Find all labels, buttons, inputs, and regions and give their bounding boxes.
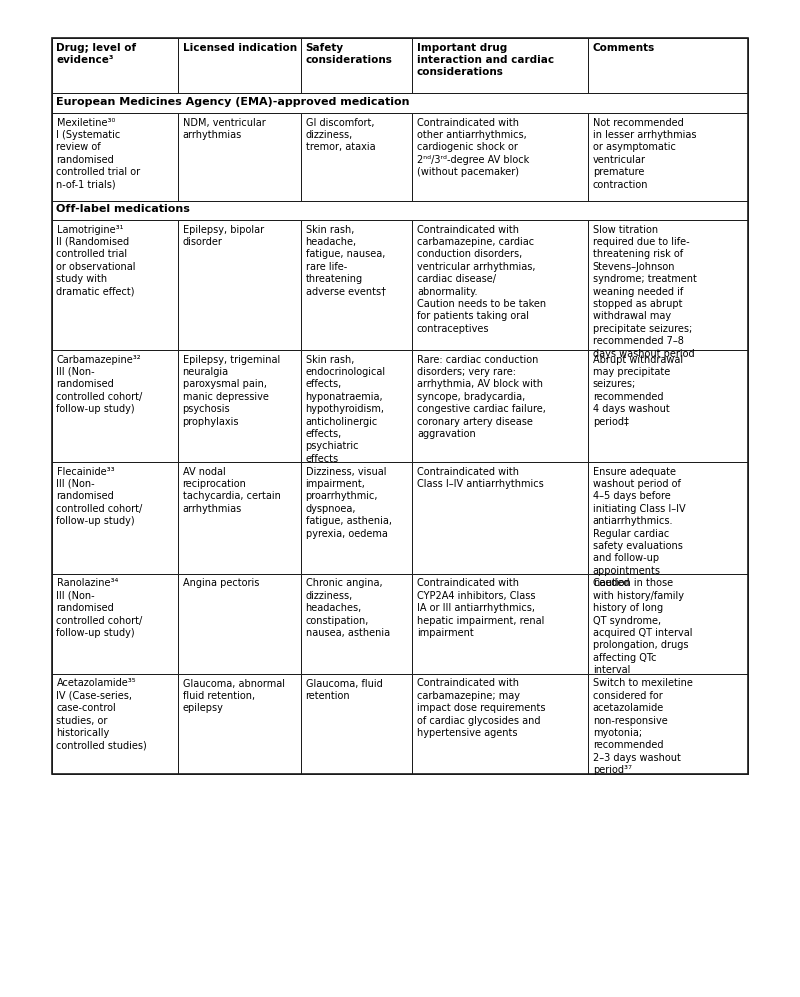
Text: Acetazolamide³⁵
IV (Case-series,
case-control
studies, or
historically
controlle: Acetazolamide³⁵ IV (Case-series, case-co… [57, 679, 147, 751]
Text: European Medicines Agency (EMA)-approved medication: European Medicines Agency (EMA)-approved… [57, 97, 410, 107]
Text: Chronic angina,
dizziness,
headaches,
constipation,
nausea, asthenia: Chronic angina, dizziness, headaches, co… [306, 578, 390, 638]
Text: Switch to mexiletine
considered for
acetazolamide
non-responsive
myotonia;
recom: Switch to mexiletine considered for acet… [593, 679, 693, 776]
Text: GI discomfort,
dizziness,
tremor, ataxia: GI discomfort, dizziness, tremor, ataxia [306, 118, 375, 153]
Bar [588, 674, 748, 774]
Bar [52, 674, 178, 774]
Bar [52, 38, 178, 93]
Text: Contraindicated with
Class I–IV antiarrhythmics: Contraindicated with Class I–IV antiarrh… [417, 467, 544, 489]
Bar [52, 38, 748, 774]
Bar [413, 220, 588, 350]
Bar [588, 38, 748, 93]
Bar [301, 38, 413, 93]
Text: AV nodal
reciprocation
tachycardia, certain
arrhythmias: AV nodal reciprocation tachycardia, cert… [182, 467, 280, 513]
Text: Not recommended
in lesser arrhythmias
or asymptomatic
ventricular
premature
cont: Not recommended in lesser arrhythmias or… [593, 118, 696, 189]
Bar [588, 113, 748, 201]
Text: Off-label medications: Off-label medications [57, 204, 190, 214]
Bar [413, 462, 588, 574]
Bar [178, 220, 301, 350]
Text: Ensure adequate
washout period of
4–5 days before
initiating Class I–IV
antiarrh: Ensure adequate washout period of 4–5 da… [593, 467, 686, 588]
Text: Epilepsy, trigeminal
neuralgia
paroxysmal pain,
manic depressive
psychosis
proph: Epilepsy, trigeminal neuralgia paroxysma… [182, 355, 280, 427]
Bar [413, 574, 588, 674]
Text: Skin rash,
headache,
fatigue, nausea,
rare life-
threatening
adverse events†: Skin rash, headache, fatigue, nausea, ra… [306, 224, 386, 296]
Text: Contraindicated with
CYP2A4 inhibitors, Class
IA or III antiarrhythmics,
hepatic: Contraindicated with CYP2A4 inhibitors, … [417, 578, 544, 638]
Bar [52, 220, 178, 350]
Text: Slow titration
required due to life-
threatening risk of
Stevens–Johnson
syndrom: Slow titration required due to life- thr… [593, 224, 697, 359]
Text: Drug; level of
evidence³: Drug; level of evidence³ [57, 43, 137, 65]
Bar [52, 574, 178, 674]
Bar [588, 220, 748, 350]
Text: NDM, ventricular
arrhythmias: NDM, ventricular arrhythmias [182, 118, 266, 140]
Bar [301, 674, 413, 774]
Text: Flecainide³³
III (Non-
randomised
controlled cohort/
follow-up study): Flecainide³³ III (Non- randomised contro… [57, 467, 142, 526]
Bar [178, 574, 301, 674]
Text: Glaucoma, fluid
retention: Glaucoma, fluid retention [306, 679, 382, 701]
Text: Ranolazine³⁴
III (Non-
randomised
controlled cohort/
follow-up study): Ranolazine³⁴ III (Non- randomised contro… [57, 578, 142, 638]
Text: Contraindicated with
other antiarrhythmics,
cardiogenic shock or
2ⁿᵈ/3ʳᵈ-degree : Contraindicated with other antiarrhythmi… [417, 118, 530, 177]
Bar [178, 350, 301, 462]
Bar [588, 350, 748, 462]
Bar [178, 113, 301, 201]
Text: Rare: cardiac conduction
disorders; very rare:
arrhythmia, AV block with
syncope: Rare: cardiac conduction disorders; very… [417, 355, 546, 439]
Text: Lamotrigine³¹
II (Randomised
controlled trial
or observational
study with
dramat: Lamotrigine³¹ II (Randomised controlled … [57, 224, 136, 296]
Text: Abrupt withdrawal
may precipitate
seizures;
recommended
4 days washout
period‡: Abrupt withdrawal may precipitate seizur… [593, 355, 683, 427]
Bar [413, 38, 588, 93]
Bar [588, 462, 748, 574]
Text: Skin rash,
endocrinological
effects,
hyponatraemia,
hypothyroidism,
anticholiner: Skin rash, endocrinological effects, hyp… [306, 355, 386, 464]
Bar [413, 350, 588, 462]
Text: Licensed indication: Licensed indication [182, 43, 297, 53]
Bar [52, 93, 748, 113]
Text: Contraindicated with
carbamazepine, cardiac
conduction disorders,
ventricular ar: Contraindicated with carbamazepine, card… [417, 224, 546, 334]
Bar [301, 462, 413, 574]
Bar [301, 350, 413, 462]
Bar [178, 38, 301, 93]
Bar [301, 113, 413, 201]
Text: Caution in those
with history/family
history of long
QT syndrome,
acquired QT in: Caution in those with history/family his… [593, 578, 692, 675]
Text: Epilepsy, bipolar
disorder: Epilepsy, bipolar disorder [182, 224, 264, 247]
Bar [301, 220, 413, 350]
Bar [52, 113, 178, 201]
Text: Dizziness, visual
impairment,
proarrhythmic,
dyspnoea,
fatigue, asthenia,
pyrexi: Dizziness, visual impairment, proarrhyth… [306, 467, 391, 538]
Text: Contraindicated with
carbamazepine; may
impact dose requirements
of cardiac glyc: Contraindicated with carbamazepine; may … [417, 679, 546, 738]
Text: Important drug
interaction and cardiac
considerations: Important drug interaction and cardiac c… [417, 43, 554, 78]
Text: Carbamazepine³²
III (Non-
randomised
controlled cohort/
follow-up study): Carbamazepine³² III (Non- randomised con… [57, 355, 142, 414]
Bar [301, 574, 413, 674]
Bar [588, 574, 748, 674]
Bar [52, 350, 178, 462]
Bar [52, 462, 178, 574]
Text: Safety
considerations: Safety considerations [306, 43, 393, 65]
Text: Glaucoma, abnormal
fluid retention,
epilepsy: Glaucoma, abnormal fluid retention, epil… [182, 679, 285, 713]
Bar [178, 674, 301, 774]
Bar [413, 674, 588, 774]
Text: Mexiletine³⁰
I (Systematic
review of
randomised
controlled trial or
n-of-1 trial: Mexiletine³⁰ I (Systematic review of ran… [57, 118, 141, 189]
Bar [178, 462, 301, 574]
Bar [52, 201, 748, 220]
Bar [413, 113, 588, 201]
Text: Comments: Comments [593, 43, 655, 53]
Text: Angina pectoris: Angina pectoris [182, 578, 259, 588]
